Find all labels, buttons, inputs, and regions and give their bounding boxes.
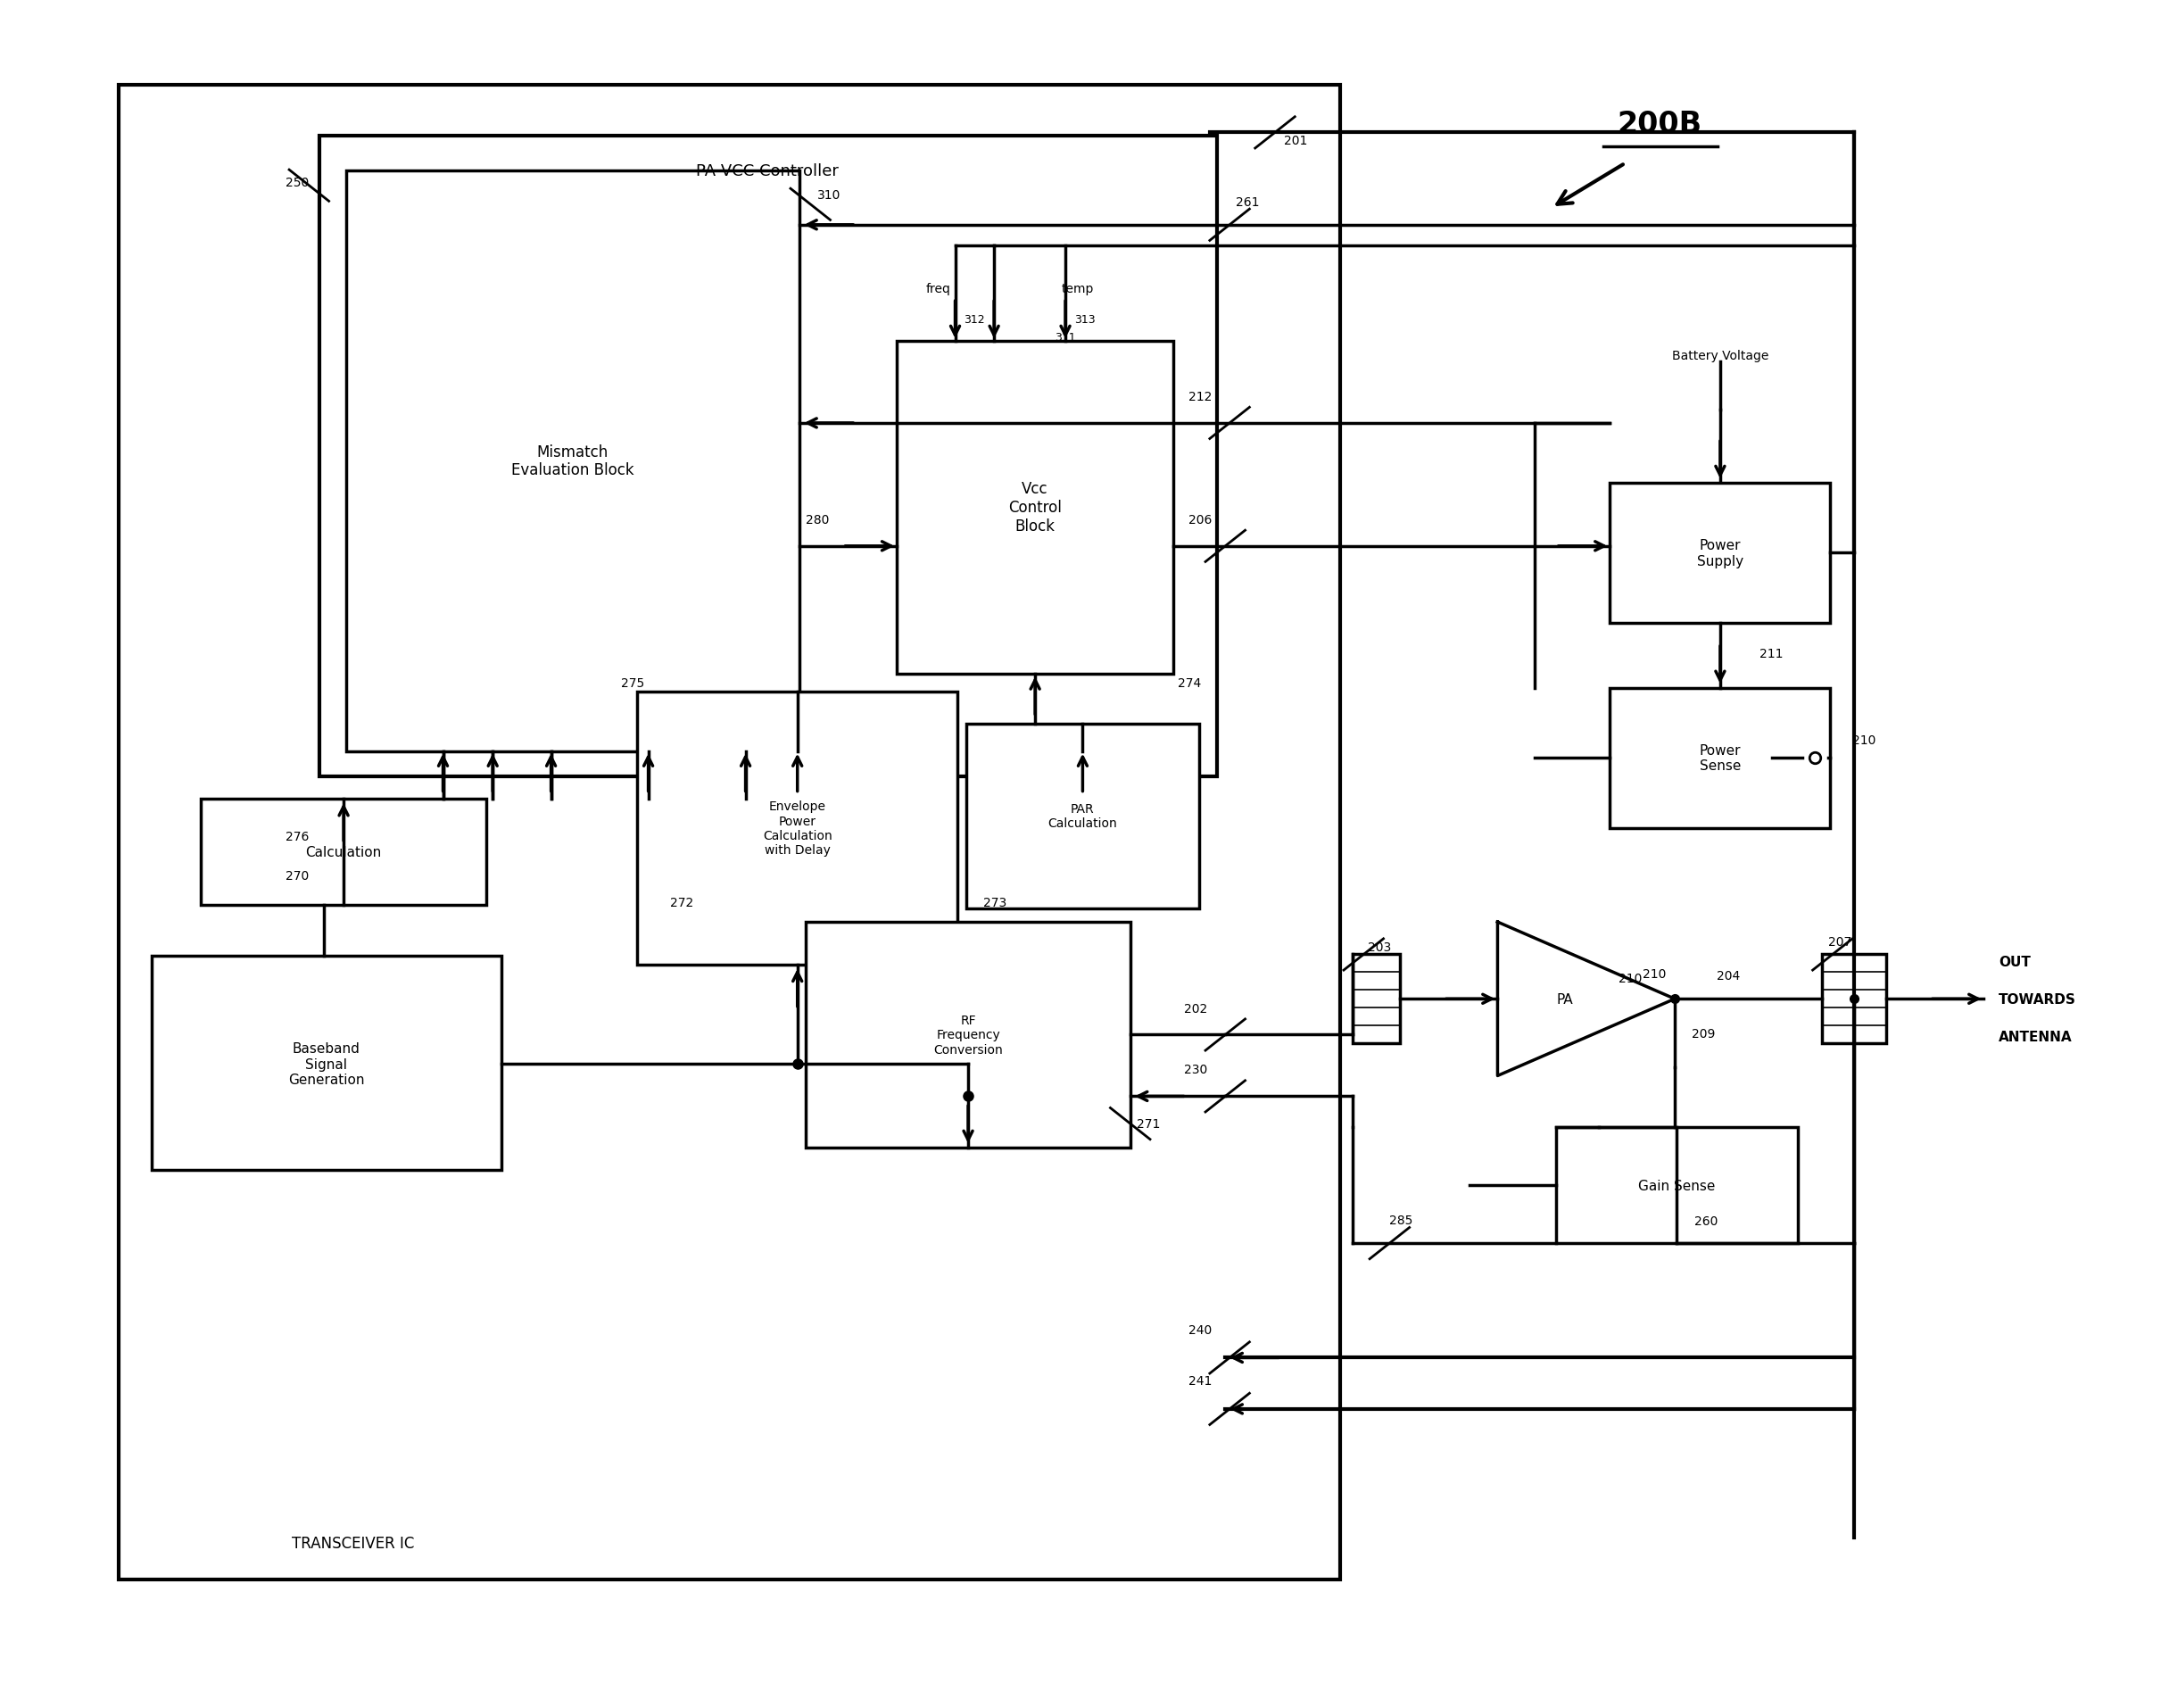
Text: 285: 285 — [1390, 1214, 1413, 1226]
Text: 310: 310 — [817, 190, 841, 202]
Text: temp: temp — [1061, 284, 1093, 295]
Text: Baseband
Signal
Generation: Baseband Signal Generation — [287, 1042, 365, 1086]
FancyBboxPatch shape — [151, 956, 501, 1170]
Text: 212: 212 — [1189, 391, 1212, 403]
Text: 260: 260 — [1694, 1214, 1718, 1228]
Text: Mismatch
Evaluation Block: Mismatch Evaluation Block — [512, 444, 633, 478]
Text: 311: 311 — [1055, 331, 1076, 343]
Text: Vcc
Control
Block: Vcc Control Block — [1009, 480, 1061, 535]
FancyBboxPatch shape — [346, 171, 800, 752]
Text: 280: 280 — [806, 514, 830, 526]
Text: 202: 202 — [1184, 1003, 1208, 1015]
FancyBboxPatch shape — [806, 922, 1130, 1148]
Text: 210: 210 — [1619, 972, 1642, 986]
Text: Calculation: Calculation — [305, 845, 382, 859]
Text: 275: 275 — [620, 676, 644, 690]
Text: 206: 206 — [1189, 514, 1212, 526]
Text: freq: freq — [925, 284, 951, 295]
Text: 313: 313 — [1074, 314, 1096, 326]
FancyBboxPatch shape — [119, 85, 1340, 1580]
Text: Power
Sense: Power Sense — [1699, 745, 1742, 772]
Text: 203: 203 — [1368, 941, 1392, 953]
Text: 230: 230 — [1184, 1064, 1208, 1076]
Text: 261: 261 — [1236, 196, 1260, 208]
Text: 200B: 200B — [1616, 109, 1703, 140]
Text: 273: 273 — [983, 897, 1007, 909]
Text: Gain Sense: Gain Sense — [1638, 1179, 1716, 1192]
Text: 240: 240 — [1189, 1324, 1212, 1336]
FancyBboxPatch shape — [1610, 688, 1830, 828]
Polygon shape — [1498, 922, 1675, 1076]
Text: RF
Frequency
Conversion: RF Frequency Conversion — [934, 1015, 1003, 1056]
Text: 211: 211 — [1759, 647, 1783, 661]
Text: 209: 209 — [1692, 1027, 1716, 1040]
Text: 204: 204 — [1718, 970, 1740, 982]
Text: ANTENNA: ANTENNA — [1999, 1030, 2072, 1044]
Text: 250: 250 — [285, 176, 309, 190]
FancyBboxPatch shape — [201, 799, 486, 905]
Text: TOWARDS: TOWARDS — [1999, 992, 2077, 1006]
Text: PA: PA — [1556, 992, 1573, 1006]
Text: Power
Supply: Power Supply — [1696, 540, 1744, 567]
Text: 276: 276 — [285, 830, 309, 844]
FancyBboxPatch shape — [1822, 955, 1887, 1044]
FancyBboxPatch shape — [1610, 483, 1830, 623]
Text: Envelope
Power
Calculation
with Delay: Envelope Power Calculation with Delay — [763, 801, 832, 856]
FancyBboxPatch shape — [966, 724, 1199, 909]
Text: PAR
Calculation: PAR Calculation — [1048, 803, 1117, 830]
Text: 201: 201 — [1284, 135, 1307, 147]
Text: 241: 241 — [1189, 1375, 1212, 1387]
FancyBboxPatch shape — [897, 342, 1173, 675]
Text: PA VCC Controller: PA VCC Controller — [696, 162, 838, 179]
FancyBboxPatch shape — [320, 137, 1217, 777]
Text: 274: 274 — [1178, 676, 1202, 690]
Text: 312: 312 — [964, 314, 985, 326]
FancyBboxPatch shape — [1556, 1127, 1798, 1243]
Text: 207: 207 — [1828, 936, 1852, 948]
Text: 270: 270 — [285, 869, 309, 883]
Text: Battery Voltage: Battery Voltage — [1673, 350, 1768, 362]
Text: 210: 210 — [1642, 967, 1666, 980]
Text: 210: 210 — [1852, 734, 1876, 746]
Text: TRANSCEIVER IC: TRANSCEIVER IC — [292, 1535, 415, 1551]
Text: 272: 272 — [670, 897, 694, 909]
Text: OUT: OUT — [1999, 955, 2031, 968]
FancyBboxPatch shape — [637, 692, 957, 965]
Text: 271: 271 — [1137, 1117, 1160, 1131]
FancyBboxPatch shape — [1353, 955, 1400, 1044]
